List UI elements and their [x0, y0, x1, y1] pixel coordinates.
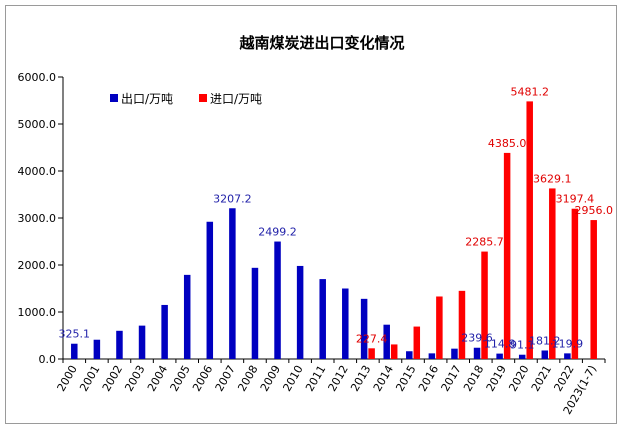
data-label-import: 2956.0 — [574, 204, 613, 217]
bars — [71, 101, 597, 359]
bar-import — [481, 251, 488, 359]
bar-export — [406, 351, 413, 359]
x-tick-label: 2011 — [303, 363, 328, 394]
bar-export — [138, 325, 146, 359]
bar-import — [458, 290, 466, 359]
bar-export — [518, 354, 526, 359]
bar-export — [428, 353, 436, 359]
x-tick-label: 2020 — [506, 363, 531, 394]
y-tick-label: 1000.0 — [18, 306, 57, 319]
bar-import — [413, 326, 421, 359]
data-label-export: 325.1 — [59, 328, 91, 341]
data-label-export: 2499.2 — [258, 226, 297, 239]
x-tick-label: 2002 — [100, 363, 125, 394]
bar-import — [368, 348, 375, 359]
bar-export — [251, 267, 259, 359]
x-tick-label: 2014 — [371, 363, 396, 394]
y-tick-label: 2000.0 — [18, 259, 57, 272]
x-tick-label: 2019 — [484, 363, 509, 394]
bar-export — [564, 353, 571, 359]
x-tick-label: 2007 — [213, 363, 238, 394]
data-label-import: 4385.0 — [488, 137, 527, 150]
chart-title: 越南煤炭进出口变化情况 — [238, 34, 404, 52]
x-tick-label: 2004 — [145, 363, 170, 394]
bar-import — [590, 220, 597, 359]
data-label-export: 3207.2 — [213, 192, 252, 205]
legend: 出口/万吨 进口/万吨 — [110, 92, 262, 106]
bar-export — [183, 274, 191, 359]
x-tick-label: 2000 — [55, 363, 80, 394]
x-tick-label: 2018 — [461, 363, 486, 394]
bar-export — [342, 288, 349, 359]
data-labels: 325.1 3207.2 2499.2 227.4 239.6 2285.7 114.8 43… — [59, 85, 613, 351]
bar-export — [360, 298, 368, 359]
x-tick-label: 2006 — [190, 363, 215, 394]
bar-export — [296, 265, 304, 359]
bar-export — [93, 339, 101, 359]
bar-export — [383, 324, 390, 359]
y-tick-label: 0.0 — [39, 353, 57, 366]
bar-export — [496, 353, 503, 359]
legend-swatch — [110, 94, 118, 102]
x-tick-label: 2008 — [235, 363, 260, 394]
x-tick-label: 2021 — [529, 363, 554, 394]
x-tick-label: 2005 — [168, 363, 193, 394]
bar-export — [229, 208, 236, 359]
bar-export — [541, 350, 549, 359]
chart-frame — [5, 5, 617, 424]
x-tick-label: 2016 — [416, 363, 441, 394]
data-label-import: 5481.2 — [510, 85, 549, 98]
data-label-export: 114.8 — [484, 338, 516, 351]
bar-export — [473, 347, 481, 359]
bar-import — [390, 344, 398, 359]
data-label-export: 181.2 — [529, 334, 561, 347]
x-tick-label: 2017 — [439, 363, 464, 394]
bar-export — [319, 279, 326, 359]
bar-import — [526, 101, 533, 359]
data-label-export: 239.6 — [461, 332, 493, 345]
y-tick-label: 5000.0 — [18, 118, 57, 131]
x-tick-label: 2012 — [326, 363, 351, 394]
legend-swatch — [199, 94, 207, 102]
axes: 0.0 1000.0 2000.0 3000.0 4000.0 5000.0 6000.0 2… — [18, 71, 606, 417]
bar-export — [206, 221, 214, 359]
x-tick-label: 2003 — [122, 363, 147, 394]
bar-export — [116, 330, 123, 359]
bar-export — [451, 348, 458, 359]
data-label-import: 3629.1 — [533, 172, 572, 185]
legend-label: 进口/万吨 — [210, 92, 262, 106]
bar-import — [503, 152, 511, 359]
legend-label: 出口/万吨 — [121, 92, 173, 106]
x-tick-label: 2010 — [280, 363, 305, 394]
data-label-export: 119.9 — [552, 337, 584, 350]
bar-export — [161, 304, 168, 359]
legend-item-import: 进口/万吨 — [199, 92, 262, 106]
x-tick-label: 2009 — [258, 363, 283, 394]
bar-import — [549, 188, 556, 359]
y-tick-label: 4000.0 — [18, 165, 57, 178]
bar-import — [571, 208, 579, 359]
x-tick-label: 2015 — [393, 363, 418, 394]
y-tick-label: 6000.0 — [18, 71, 57, 84]
bar-import — [436, 296, 443, 359]
data-label-import: 3197.4 — [556, 193, 595, 206]
data-label-import: 2285.7 — [465, 236, 504, 249]
data-label-export: 91.1 — [510, 339, 535, 352]
bar-export — [274, 241, 281, 359]
x-tick-label: 2001 — [77, 363, 102, 394]
y-tick-label: 3000.0 — [18, 212, 57, 225]
data-label-import: 227.4 — [356, 332, 388, 345]
bar-export — [71, 343, 78, 359]
x-tick-label: 2013 — [348, 363, 373, 394]
legend-item-export: 出口/万吨 — [110, 92, 173, 106]
